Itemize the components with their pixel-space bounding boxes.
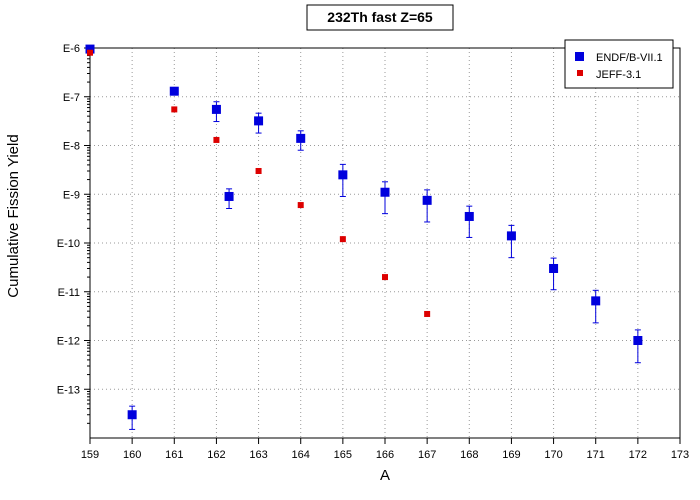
y-tick-label: E-10 [57,238,80,250]
data-point [339,236,346,243]
data-point [591,296,601,306]
x-tick-label: 171 [587,449,605,461]
chart-title-box: 232Th fast Z=65 [306,4,454,31]
data-point [171,106,178,113]
x-tick-label: 163 [249,449,267,461]
title-frame [306,4,454,31]
axes: 159 160 161 162 163 164 165 166 167 168 169 170 171 1… [57,43,689,461]
data-point [380,187,390,197]
x-tick-label: 169 [502,449,520,461]
data-point [211,104,221,114]
y-tick-label: E-11 [58,287,80,299]
data-point [633,336,643,345]
y-tick-label: E-7 [63,92,80,104]
grid [90,48,680,438]
y-tick-label: E-8 [63,141,80,153]
data-point [87,49,93,56]
legend-marker-jeff [577,70,583,76]
y-tick-label: E-6 [63,43,80,55]
legend-label-endf: ENDF/B-VII.1 [596,52,663,64]
x-tick-label: 159 [81,449,99,461]
series-marks [85,44,643,430]
x-tick-label: 172 [629,449,647,461]
x-tick-label: 167 [418,449,436,461]
x-tick-label: 162 [207,449,225,461]
x-tick-label: 168 [460,449,478,461]
x-tick-label: 170 [544,449,562,461]
series-endf [85,44,643,430]
data-point [224,191,234,201]
data-point [254,116,264,126]
x-tick-label: 161 [165,449,183,461]
chart-title: 232Th fast Z=65 [327,9,433,25]
series-jeff [87,49,431,317]
x-tick-label: 173 [671,449,689,461]
data-point [338,170,348,180]
data-point [424,310,431,317]
data-point [382,274,388,281]
data-point [85,44,95,54]
x-tick-label: 160 [123,449,141,461]
x-tick-label: 164 [292,449,310,461]
data-point [127,410,137,420]
data-point [297,202,304,209]
data-point [213,136,220,143]
data-point [422,195,432,205]
y-tick-label: E-9 [63,189,80,201]
data-point [506,231,516,241]
legend-frame [564,39,674,89]
x-tick-label: 165 [334,449,352,461]
data-point [464,211,474,221]
x-tick-label: 166 [376,449,394,461]
legend-label-jeff: JEFF-3.1 [596,69,641,81]
data-point [549,263,559,273]
y-axis-title: Cumulative Fission Yield [5,134,22,297]
data-point [169,86,179,96]
y-tick-label: E-12 [57,336,80,348]
x-axis-title: A [380,467,390,484]
data-point [255,167,262,174]
data-point [296,133,306,143]
legend-marker-endf [575,52,584,61]
y-tick-label: E-13 [57,384,80,396]
legend: ENDF/B-VII.1 JEFF-3.1 [564,39,674,89]
